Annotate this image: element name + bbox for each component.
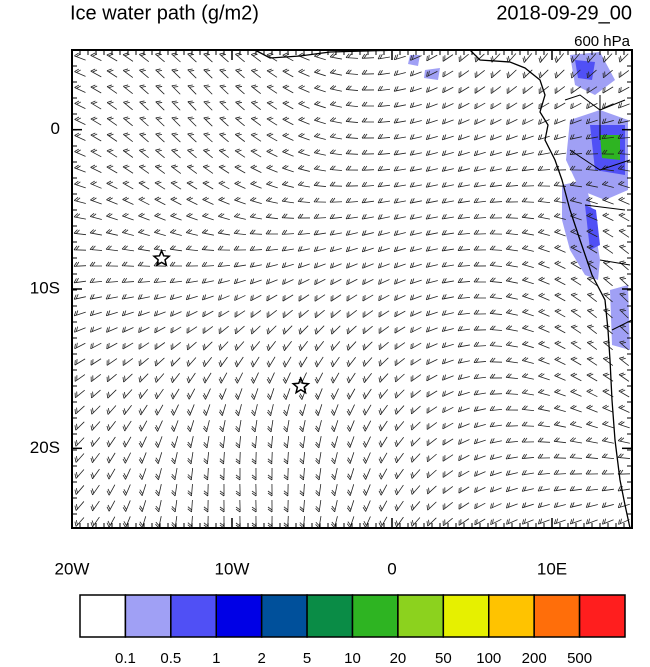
x-tick-label: 0 [387,559,396,578]
colorbar-box [306,594,354,638]
colorbar-box [533,594,581,638]
colorbar-label: 500 [567,650,592,667]
map-area [73,50,632,528]
colorbar-label: 2 [257,650,265,667]
date: 2018-09-29_00 [496,2,632,24]
colorbar-box [170,594,217,638]
colorbar-box [397,594,445,638]
colorbar-box [124,594,172,638]
coastline [254,50,631,528]
title: Ice water path (g/m2) [70,2,259,24]
colorbar-label: 1 [212,650,220,667]
station-marker [291,376,311,395]
colorbar-label: 10 [344,650,361,667]
colorbar-label: 0.5 [160,650,181,667]
x-tick-label: 10E [537,559,567,578]
colorbar-box [260,594,308,638]
y-tick-label: 10S [30,278,60,297]
level: 600 hPa [574,33,631,50]
y-tick-label: 0 [51,119,60,138]
station-marker [152,248,172,267]
colorbar-label: 5 [303,650,311,667]
colorbar-label: 50 [435,650,452,667]
colorbar-label: 200 [522,650,547,667]
ice-patches [408,52,630,350]
colorbar-box [488,594,535,638]
colorbar-label: 20 [390,650,407,667]
wind-barbs [73,52,631,528]
colorbar-box [442,594,490,638]
colorbar-box [215,594,263,638]
colorbar-label: 100 [476,650,501,667]
colorbar-box [79,594,127,638]
colorbar-box [351,594,399,638]
y-tick-label: 20S [30,438,60,457]
x-tick-label: 10W [215,559,250,578]
colorbar-label: 0.1 [115,650,136,667]
colorbar-box [578,594,626,638]
x-tick-label: 20W [55,559,90,578]
borders [564,94,632,331]
